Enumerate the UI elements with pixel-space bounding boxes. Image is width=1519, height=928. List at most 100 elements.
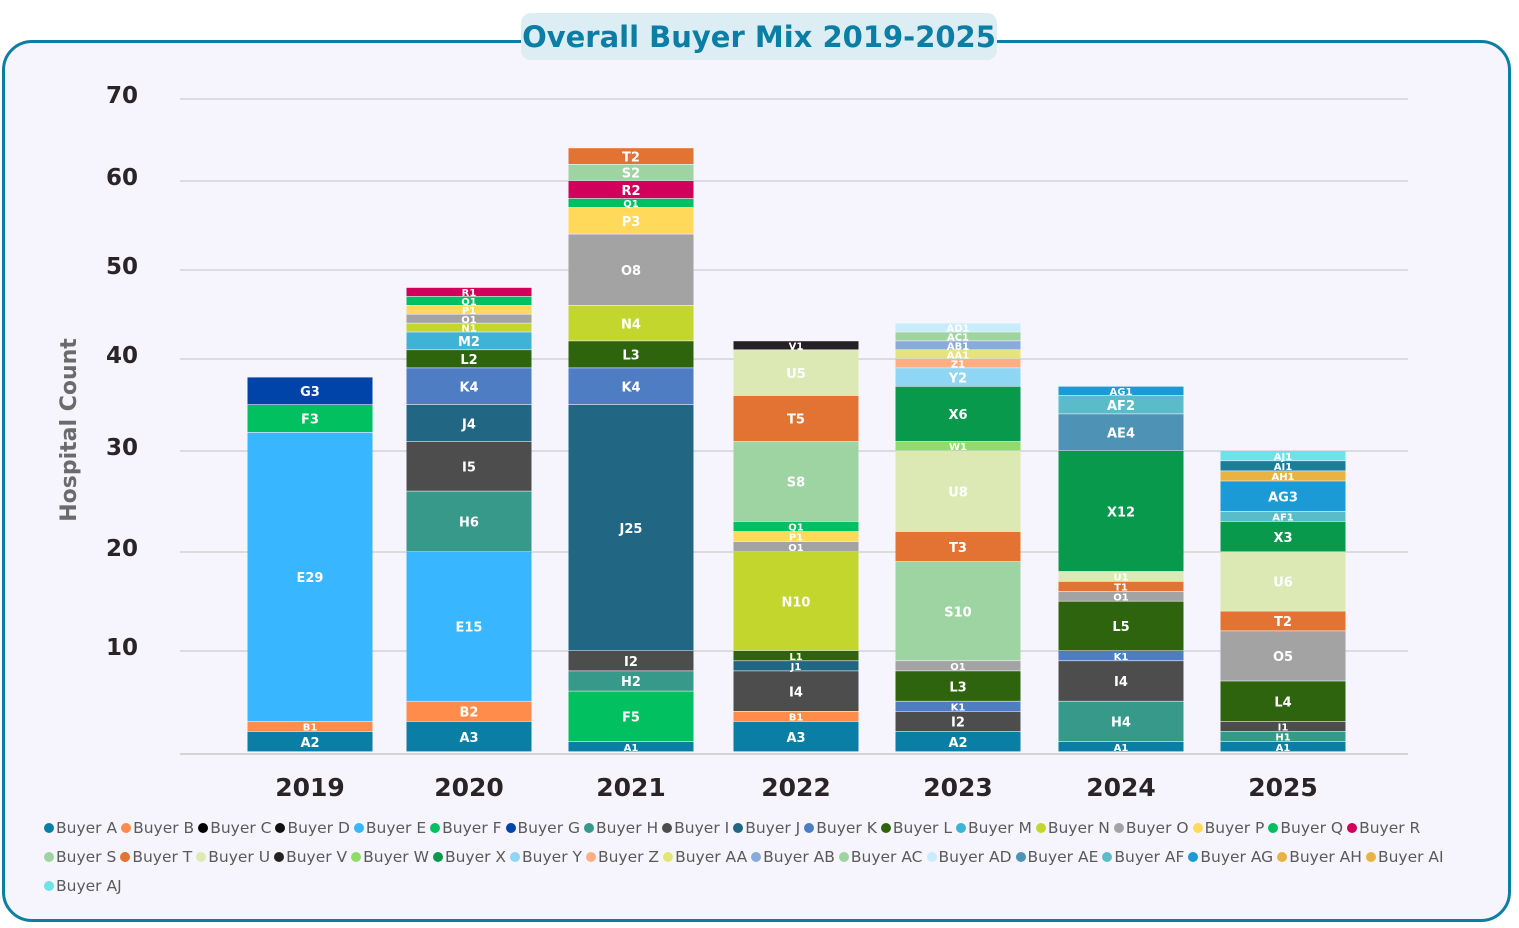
legend-item-k[interactable]: Buyer K: [804, 814, 877, 843]
bar-segment-e[interactable]: [406, 552, 532, 701]
bar-segment-o[interactable]: [1058, 591, 1184, 601]
bar-segment-af[interactable]: [1220, 511, 1346, 522]
bar-segment-y[interactable]: [895, 368, 1021, 386]
bar-segment-x[interactable]: [1220, 521, 1346, 552]
legend-item-q[interactable]: Buyer Q: [1268, 814, 1343, 843]
legend-item-ah[interactable]: Buyer AH: [1277, 843, 1362, 872]
bar-segment-x[interactable]: [1058, 451, 1184, 572]
bar-segment-o[interactable]: [733, 541, 859, 552]
bar-segment-i[interactable]: [406, 441, 532, 491]
bar-segment-q[interactable]: [406, 296, 532, 305]
bar-segment-f[interactable]: [247, 405, 373, 432]
bar-segment-b[interactable]: [406, 701, 532, 722]
legend-item-ab[interactable]: Buyer AB: [751, 843, 835, 872]
bar-segment-n[interactable]: [733, 552, 859, 651]
bar-segment-i[interactable]: [1058, 661, 1184, 701]
bar-segment-j[interactable]: [568, 405, 694, 651]
bar-segment-r[interactable]: [568, 181, 694, 199]
bar-segment-g[interactable]: [247, 377, 373, 405]
bar-segment-a[interactable]: [406, 721, 532, 752]
bar-segment-z[interactable]: [895, 359, 1021, 368]
bar-segment-t[interactable]: [895, 531, 1021, 562]
bar-segment-o[interactable]: [406, 314, 532, 323]
legend-item-i[interactable]: Buyer I: [662, 814, 729, 843]
bar-segment-t[interactable]: [568, 148, 694, 164]
bar-segment-f[interactable]: [568, 691, 694, 742]
bar-segment-j[interactable]: [733, 661, 859, 671]
bar-segment-ab[interactable]: [895, 341, 1021, 350]
legend-item-ag[interactable]: Buyer AG: [1188, 843, 1273, 872]
bar-segment-j[interactable]: [406, 405, 532, 442]
bar-segment-s[interactable]: [895, 561, 1021, 661]
bar-segment-aa[interactable]: [895, 350, 1021, 359]
bar-segment-ac[interactable]: [895, 332, 1021, 341]
bar-segment-r[interactable]: [406, 287, 532, 297]
bar-segment-h[interactable]: [1220, 731, 1346, 742]
bar-segment-i[interactable]: [733, 671, 859, 711]
bar-segment-l[interactable]: [568, 341, 694, 368]
bar-segment-n[interactable]: [568, 305, 694, 341]
bar-segment-u[interactable]: [1058, 571, 1184, 582]
bar-segment-q[interactable]: [568, 198, 694, 208]
legend-item-y[interactable]: Buyer Y: [510, 843, 582, 872]
bar-segment-ai[interactable]: [1220, 461, 1346, 471]
bar-segment-p[interactable]: [733, 531, 859, 542]
legend-item-z[interactable]: Buyer Z: [585, 843, 659, 872]
bar-segment-h[interactable]: [568, 671, 694, 691]
bar-segment-s[interactable]: [568, 164, 694, 181]
legend-item-l[interactable]: Buyer L: [880, 814, 952, 843]
bar-segment-b[interactable]: [733, 711, 859, 722]
bar-segment-a[interactable]: [895, 731, 1021, 752]
bar-segment-v[interactable]: [733, 341, 859, 350]
bar-segment-x[interactable]: [895, 386, 1021, 442]
bar-segment-a[interactable]: [568, 741, 694, 752]
legend-item-c[interactable]: Buyer C: [198, 814, 271, 843]
bar-segment-l[interactable]: [733, 651, 859, 661]
bar-segment-l[interactable]: [406, 350, 532, 368]
bar-segment-k[interactable]: [1058, 651, 1184, 661]
legend-item-af[interactable]: Buyer AF: [1102, 843, 1184, 872]
bar-segment-ag[interactable]: [1058, 386, 1184, 396]
bar-segment-a[interactable]: [1220, 741, 1346, 752]
bar-segment-n[interactable]: [406, 323, 532, 332]
bar-segment-i[interactable]: [895, 711, 1021, 732]
bar-segment-ad[interactable]: [895, 323, 1021, 332]
bar-segment-m[interactable]: [406, 332, 532, 350]
legend-item-ad[interactable]: Buyer AD: [926, 843, 1012, 872]
legend-item-u[interactable]: Buyer U: [196, 843, 270, 872]
bar-segment-a[interactable]: [247, 731, 373, 752]
bar-segment-t[interactable]: [1058, 581, 1184, 591]
bar-segment-p[interactable]: [406, 305, 532, 314]
legend-item-e[interactable]: Buyer E: [353, 814, 426, 843]
bar-segment-k[interactable]: [406, 368, 532, 405]
legend-item-b[interactable]: Buyer B: [121, 814, 194, 843]
bar-segment-q[interactable]: [733, 521, 859, 532]
bar-segment-ah[interactable]: [1220, 471, 1346, 481]
legend-item-a[interactable]: Buyer A: [44, 814, 117, 843]
legend-item-ai[interactable]: Buyer AI: [1365, 843, 1444, 872]
bar-segment-h[interactable]: [1058, 701, 1184, 742]
legend-item-d[interactable]: Buyer D: [275, 814, 350, 843]
legend-item-ac[interactable]: Buyer AC: [838, 843, 923, 872]
bar-segment-a[interactable]: [733, 721, 859, 752]
bar-segment-l[interactable]: [1220, 681, 1346, 722]
bar-segment-i[interactable]: [1220, 721, 1346, 732]
legend-item-f[interactable]: Buyer F: [430, 814, 502, 843]
legend-item-s[interactable]: Buyer S: [44, 843, 116, 872]
legend-item-p[interactable]: Buyer P: [1192, 814, 1264, 843]
legend-item-v[interactable]: Buyer V: [274, 843, 347, 872]
legend-item-aa[interactable]: Buyer AA: [663, 843, 747, 872]
legend-item-t[interactable]: Buyer T: [120, 843, 192, 872]
bar-segment-u[interactable]: [895, 451, 1021, 532]
legend-item-r[interactable]: Buyer R: [1347, 814, 1420, 843]
bar-segment-k[interactable]: [568, 368, 694, 405]
bar-segment-t[interactable]: [733, 395, 859, 442]
bar-segment-p[interactable]: [568, 207, 694, 234]
legend-item-ae[interactable]: Buyer AE: [1015, 843, 1098, 872]
legend-item-o[interactable]: Buyer O: [1113, 814, 1189, 843]
bar-segment-w[interactable]: [895, 441, 1021, 451]
bar-segment-i[interactable]: [568, 651, 694, 671]
bar-segment-h[interactable]: [406, 491, 532, 552]
bar-segment-t[interactable]: [1220, 611, 1346, 631]
bar-segment-s[interactable]: [733, 441, 859, 522]
